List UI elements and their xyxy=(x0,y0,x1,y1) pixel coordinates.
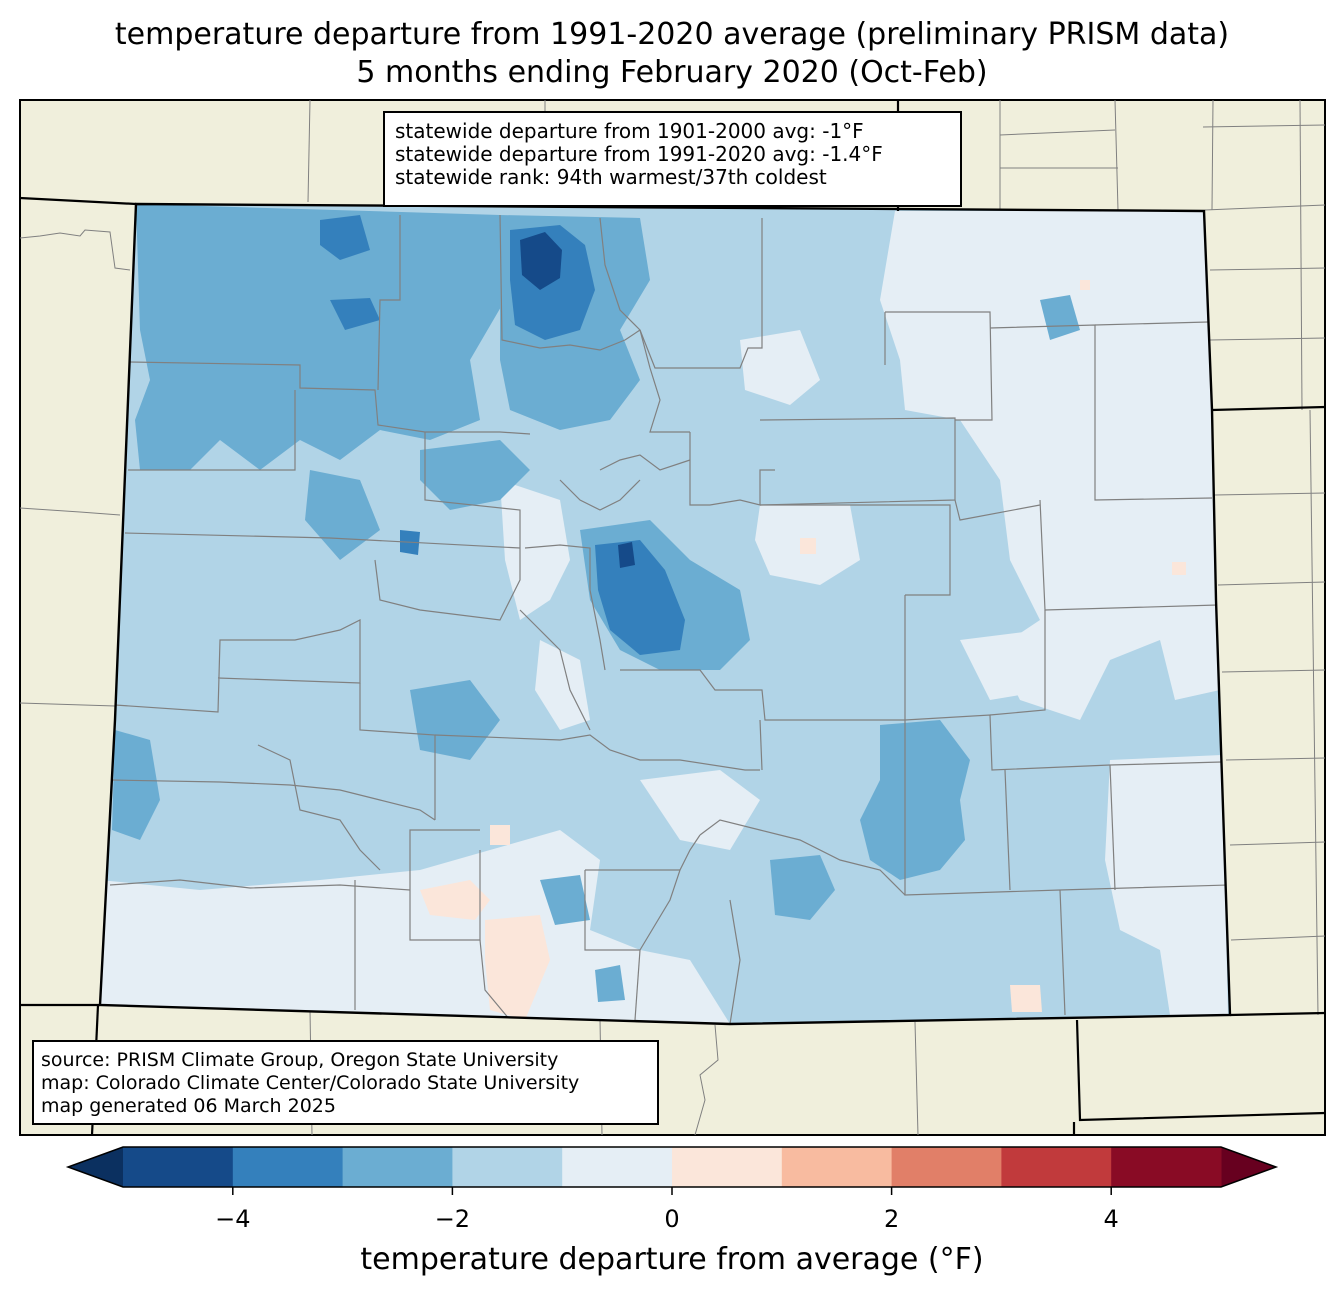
stats-rank: statewide rank: 94th warmest/37th coldes… xyxy=(395,165,827,189)
colorbar-over-extension xyxy=(1221,1147,1276,1187)
colorbar-bin-9 xyxy=(1111,1147,1222,1187)
map-credit: map: Colorado Climate Center/Colorado St… xyxy=(41,1072,580,1094)
colorbar-bin-2 xyxy=(342,1147,453,1187)
colorbar-tick-label: 4 xyxy=(1103,1205,1119,1233)
map-title: temperature departure from 1991-2020 ave… xyxy=(114,17,1230,52)
statewide-stats-box: statewide departure from 1901-2000 avg: … xyxy=(383,111,962,207)
county-boundaries xyxy=(109,214,1229,1024)
colorbar-tick-label: −2 xyxy=(434,1205,471,1233)
colorbar-bin-1 xyxy=(232,1147,344,1187)
neighbor-county-lines xyxy=(20,100,1325,1135)
colorbar-bin-8 xyxy=(1001,1147,1112,1187)
colorbar-tick-label: −4 xyxy=(215,1205,251,1233)
colorbar-under-extension xyxy=(68,1147,123,1187)
colorbar-bin-5 xyxy=(672,1147,783,1187)
stats-departure-1901-2000: statewide departure from 1901-2000 avg: … xyxy=(395,119,864,143)
colorbar-outline xyxy=(65,1146,1279,1188)
temperature-field xyxy=(100,204,1230,1024)
generated-date: map generated 06 March 2025 xyxy=(41,1095,336,1117)
colorbar-tick-label: 2 xyxy=(883,1205,900,1233)
colorbar-label: temperature departure from average (°F) xyxy=(360,1242,984,1277)
stats-departure-1991-2020: statewide departure from 1991-2020 avg: … xyxy=(395,142,883,166)
colorbar-bin-3 xyxy=(452,1147,563,1187)
source-credit: source: PRISM Climate Group, Oregon Stat… xyxy=(41,1049,559,1071)
colorbar-tick-label: 0 xyxy=(664,1205,680,1233)
colorbar xyxy=(65,1146,1279,1195)
colorbar-bin-0 xyxy=(123,1147,234,1187)
map-subtitle: 5 months ending February 2020 (Oct-Feb) xyxy=(356,55,988,90)
colorbar-bin-4 xyxy=(562,1147,673,1187)
colorado-state-border xyxy=(98,202,1232,1026)
source-credits-box: source: PRISM Climate Group, Oregon Stat… xyxy=(32,1040,659,1125)
colorbar-bin-6 xyxy=(781,1147,893,1187)
colorbar-bin-7 xyxy=(891,1147,1002,1187)
